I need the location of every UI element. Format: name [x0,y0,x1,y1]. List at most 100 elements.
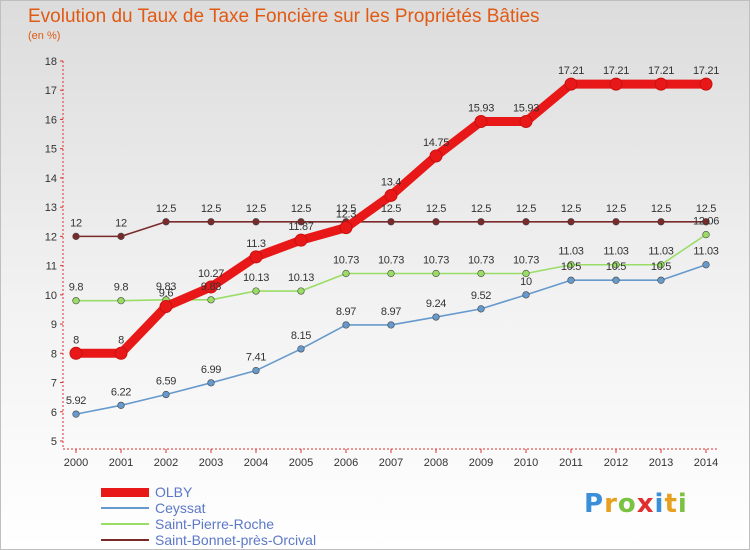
y-tick-label: 14 [45,173,57,185]
data-label: 11.03 [558,246,583,258]
logo-letter: P [584,489,605,519]
data-point [522,291,530,299]
x-tick-label: 2006 [334,457,358,469]
x-tick-label: 2008 [424,457,448,469]
data-label: 10.73 [468,255,494,267]
data-label: 11.03 [693,246,718,258]
data-label: 9.52 [471,290,491,302]
legend-swatch [101,487,149,497]
data-point [207,296,215,304]
y-tick-label: 9 [51,319,57,331]
data-point [294,233,308,247]
data-point [612,276,620,284]
data-point [657,218,665,226]
y-tick-label: 17 [45,85,57,97]
data-point [474,115,488,129]
data-label: 11.87 [288,221,313,233]
data-point [69,346,83,360]
legend-label: Saint-Bonnet-près-Orcival [155,532,317,548]
data-point [609,77,623,91]
y-tick-label: 13 [45,202,57,214]
x-tick-label: 2003 [199,457,223,469]
data-point [159,300,173,314]
data-point [657,276,665,284]
legend-item: Ceyssat [101,500,316,516]
data-label: 12.5 [606,203,626,215]
x-tick-label: 2012 [604,457,628,469]
data-point [654,77,668,91]
data-label: 10.73 [423,255,449,267]
data-label: 11.03 [648,246,673,258]
data-point [432,313,440,321]
data-label: 12.5 [201,203,221,215]
data-label: 12 [115,217,127,229]
data-label: 10.73 [333,255,359,267]
data-point [567,276,575,284]
data-label: 12.5 [471,203,491,215]
data-label: 7.41 [246,352,266,364]
data-label: 15.93 [513,103,539,115]
data-label: 6.99 [201,364,221,376]
data-label: 9.8 [69,282,84,294]
data-label: 8 [118,334,124,346]
data-point [342,321,350,329]
data-label: 10.27 [198,268,224,280]
legend-label: OLBY [155,484,193,500]
data-label: 12.3 [336,209,356,221]
x-tick-label: 2009 [469,457,493,469]
chart-legend: OLBY Ceyssat Saint-Pierre-Roche Saint-Bonne… [101,484,316,548]
data-point [522,269,530,278]
data-label: 10.13 [288,272,314,284]
data-label: 11.3 [246,238,266,250]
data-label: 12.5 [381,203,401,215]
data-point [117,401,125,409]
data-point [297,218,305,226]
data-label: 12.5 [336,203,356,215]
data-point [204,280,218,294]
x-tick-label: 2014 [694,457,718,469]
data-label: 12.5 [561,203,581,215]
data-point [429,149,443,163]
data-point [477,305,485,313]
data-label: 14.75 [423,137,449,149]
data-label: 10 [520,276,532,288]
data-point [657,261,665,269]
data-point [72,232,80,240]
x-tick-label: 2004 [244,457,268,469]
data-point [162,218,170,226]
data-label: 9.8 [114,282,129,294]
legend-item: Saint-Pierre-Roche [101,516,316,532]
data-label: 6.22 [111,386,131,398]
data-point [114,346,128,360]
data-label: 17.21 [603,65,629,77]
data-label: 10.5 [606,261,626,273]
legend-swatch [101,523,149,525]
data-label: 12.5 [246,203,266,215]
proxiti-logo: Proxiti [584,489,688,519]
data-point [297,345,305,353]
data-label: 8.15 [291,330,311,342]
data-label: 15.93 [468,103,494,115]
data-label: 12.5 [291,203,311,215]
data-point [477,218,485,226]
data-label: 9.83 [156,281,176,293]
data-point [702,231,710,239]
data-label: 12 [70,217,82,229]
logo-letter: o [617,489,637,519]
data-point [612,261,620,269]
data-label: 12.5 [651,203,671,215]
data-label: 17.21 [693,65,719,77]
data-point [72,410,80,418]
x-tick-label: 2001 [109,457,133,469]
x-tick-label: 2002 [154,457,178,469]
data-label: 12.5 [696,203,716,215]
data-point [252,218,260,226]
data-point [612,218,620,226]
y-tick-label: 7 [51,378,57,390]
data-point [249,250,263,264]
data-label: 6.59 [156,376,176,388]
logo-letter: i [654,489,665,519]
data-point [522,218,530,226]
